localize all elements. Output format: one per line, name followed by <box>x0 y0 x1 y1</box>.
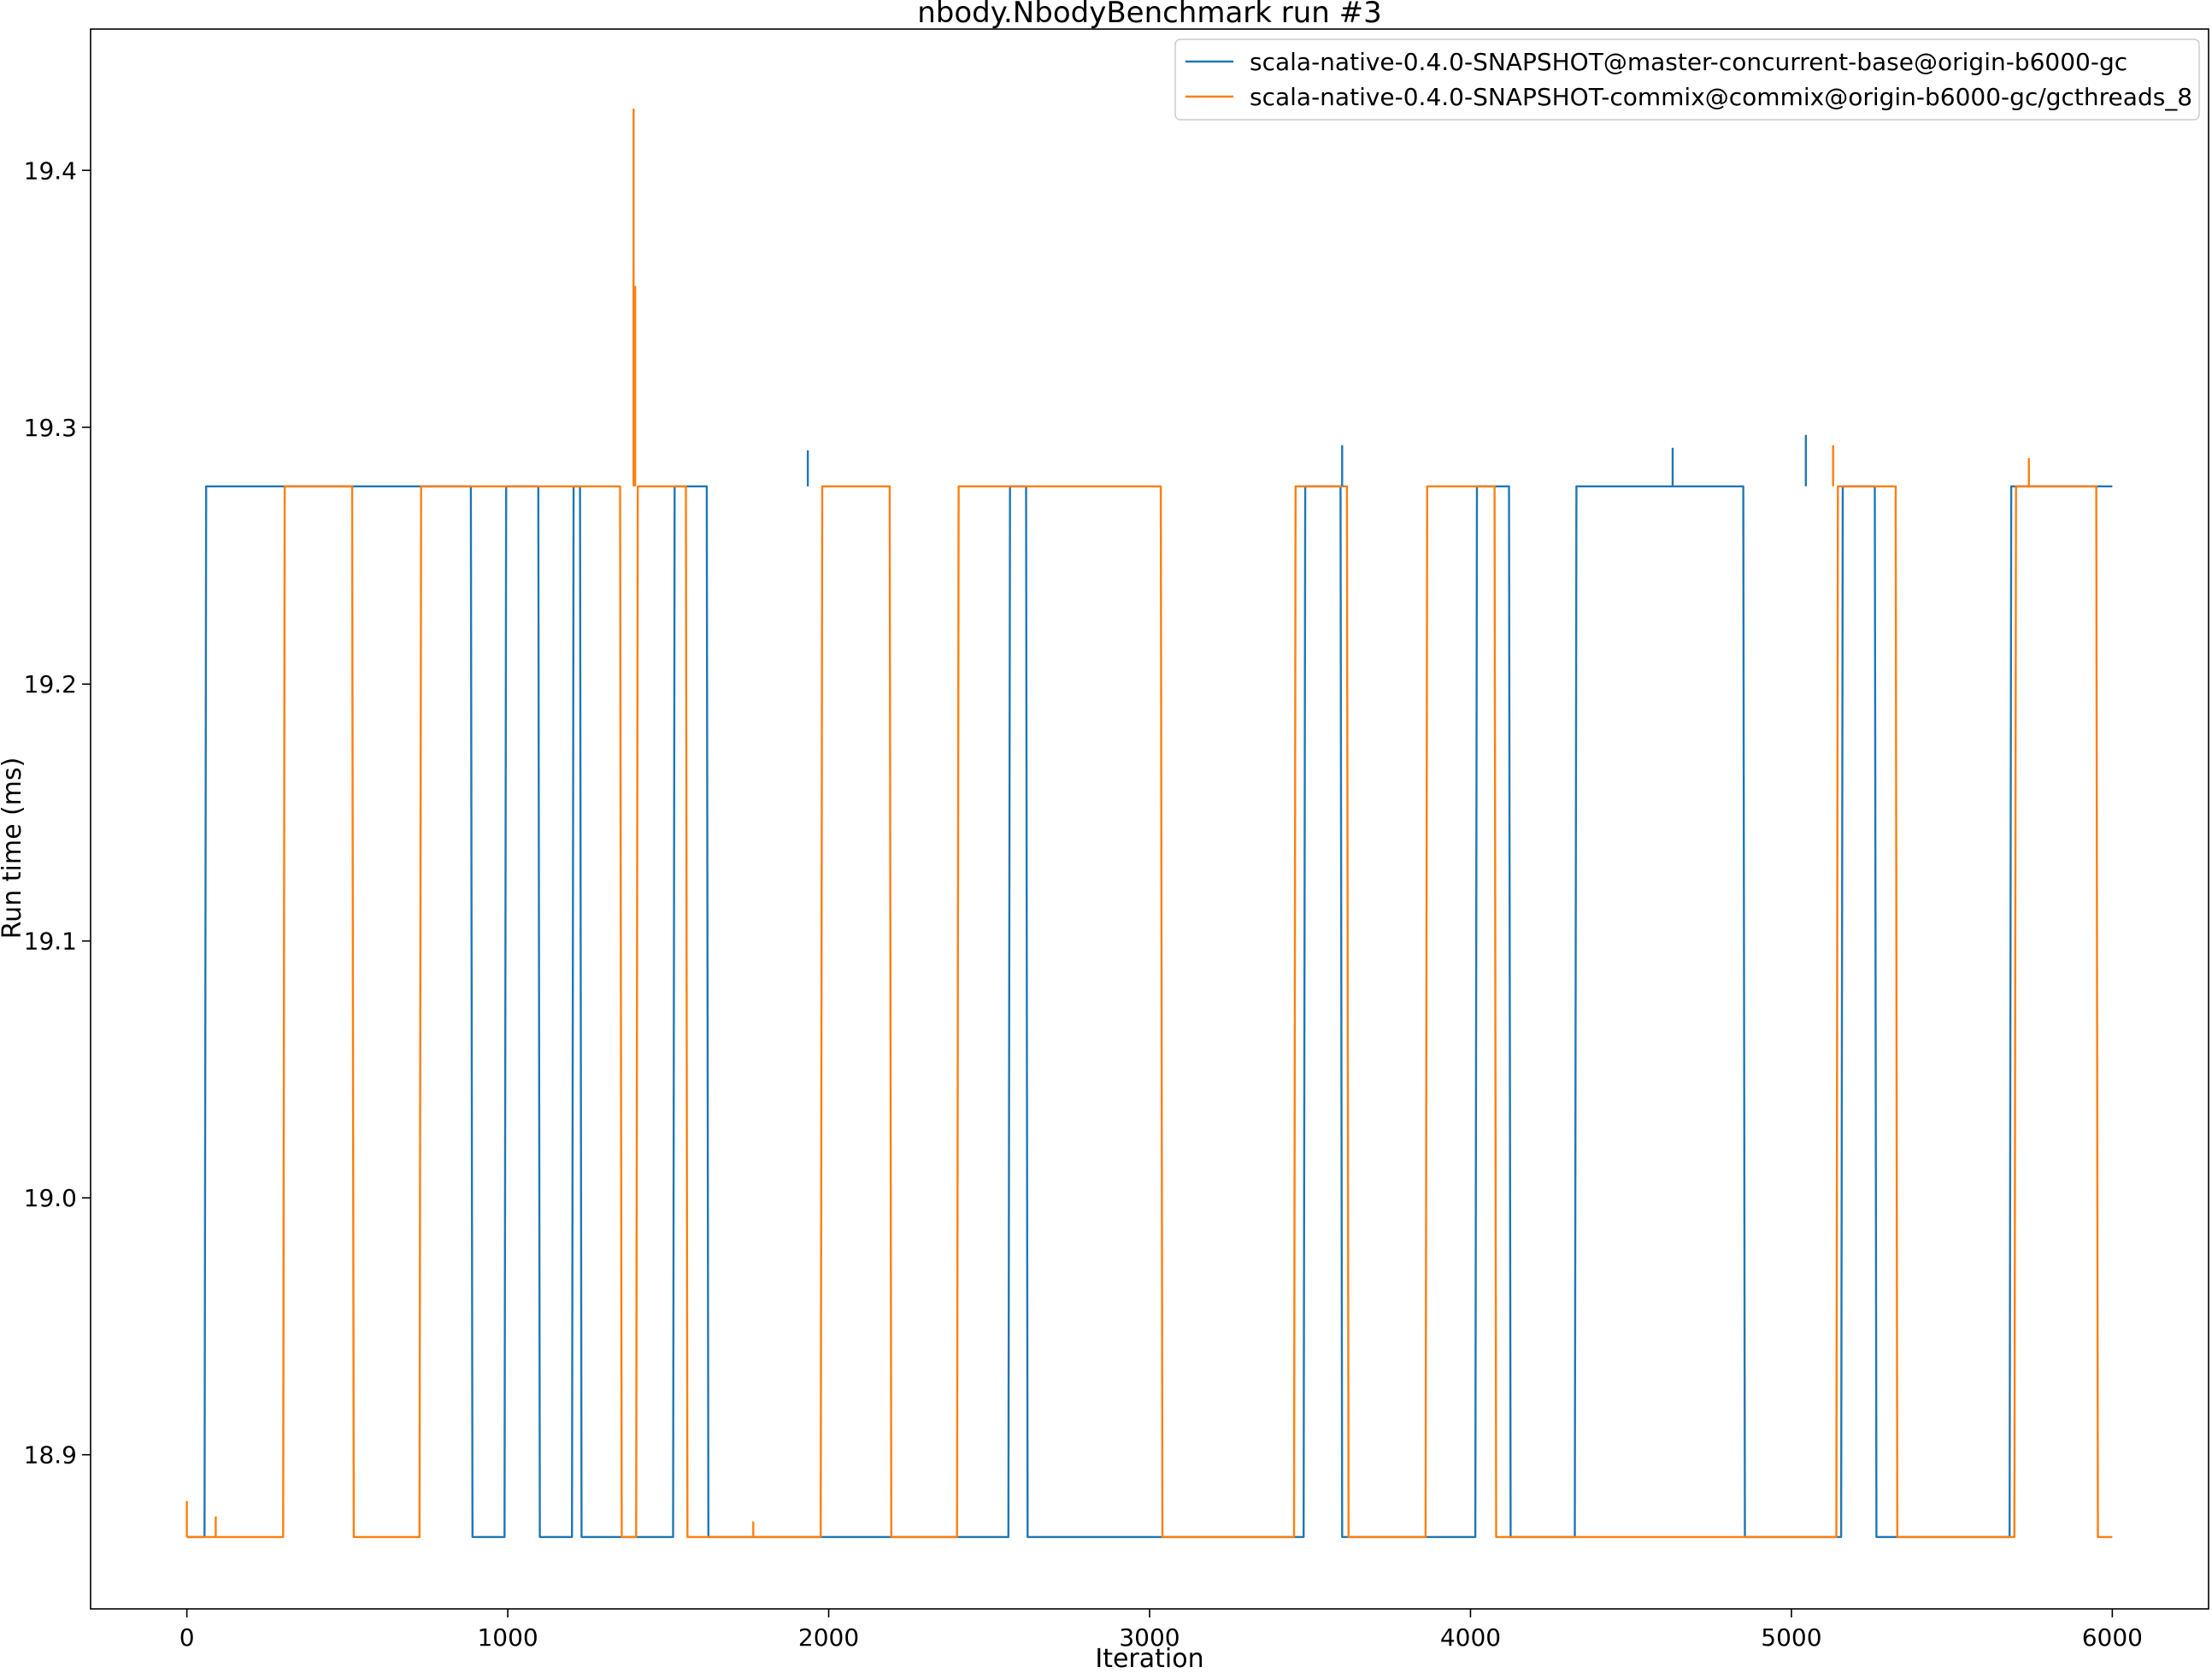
x-tick-label: 2000 <box>798 1623 859 1652</box>
y-tick-label: 19.0 <box>24 1184 77 1212</box>
plot-frame <box>90 28 2209 1610</box>
y-tick-label: 19.4 <box>24 156 77 185</box>
x-tick-label: 6000 <box>2082 1623 2143 1652</box>
y-tick-label: 19.1 <box>24 928 77 956</box>
axes-layer: 0 1000 2000 3000 4000 5000 6000 18.9 19.0 19.1 19.… <box>24 28 2209 1652</box>
y-axis-label: Run time (ms) <box>0 757 27 940</box>
legend-label-series-0: scala-native-0.4.0-SNAPSHOT@master-concu… <box>1250 48 2127 76</box>
x-tick-label: 1000 <box>477 1623 538 1652</box>
y-tick-label: 19.2 <box>24 670 77 698</box>
y-tick-label: 18.9 <box>24 1441 77 1470</box>
x-tick-label: 5000 <box>1761 1623 1821 1652</box>
x-axis-label: Iteration <box>1095 1644 1203 1670</box>
series-line-1 <box>186 485 2113 1539</box>
legend-label-series-1: scala-native-0.4.0-SNAPSHOT-commix@commi… <box>1250 83 2192 111</box>
x-tick-label: 0 <box>179 1623 195 1652</box>
legend: scala-native-0.4.0-SNAPSHOT@master-concu… <box>1174 38 2200 121</box>
x-tick-label: 3000 <box>1119 1623 1180 1652</box>
series-line-0 <box>186 485 2113 1539</box>
x-tick-label: 4000 <box>1440 1623 1501 1652</box>
y-tick-label: 19.3 <box>24 414 77 442</box>
series-layer <box>185 109 2113 1539</box>
legend-frame <box>1174 38 2200 121</box>
chart-title: nbody.NbodyBenchmark run #3 <box>917 0 1382 30</box>
